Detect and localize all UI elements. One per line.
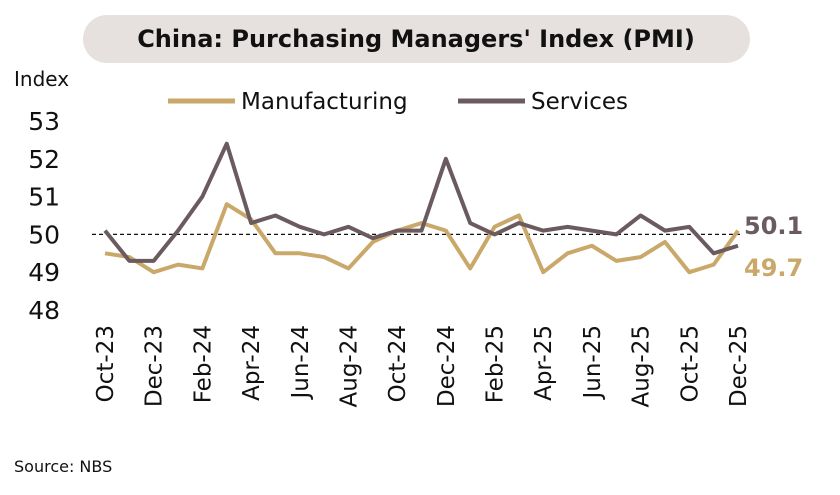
series-line bbox=[103, 141, 739, 263]
y-axis-label: Index bbox=[14, 67, 69, 91]
x-tick-label: Apr-24 bbox=[239, 325, 265, 401]
x-tick-label: Oct-25 bbox=[677, 325, 703, 402]
y-tick-label: 53 bbox=[28, 107, 60, 136]
chart-title: China: Purchasing Managers' Index (PMI) bbox=[137, 25, 695, 53]
x-tick-label: Aug-24 bbox=[336, 325, 362, 407]
y-tick-label: 51 bbox=[28, 183, 60, 212]
y-tick-label: 52 bbox=[28, 145, 60, 174]
series-line bbox=[104, 202, 740, 275]
x-tick-label: Aug-25 bbox=[629, 325, 655, 407]
x-tick-label: Apr-25 bbox=[531, 325, 557, 401]
x-tick-label: Oct-23 bbox=[93, 325, 119, 402]
y-tick-label: 48 bbox=[28, 296, 60, 325]
x-tick-label: Oct-24 bbox=[385, 325, 411, 402]
y-tick-label: 49 bbox=[28, 258, 60, 287]
legend-label: Manufacturing bbox=[241, 89, 408, 115]
end-label: 50.1 bbox=[744, 212, 803, 240]
x-tick-label: Jun-24 bbox=[288, 325, 314, 401]
y-tick-label: 50 bbox=[28, 220, 60, 249]
x-tick-label: Dec-23 bbox=[142, 325, 168, 407]
title-pill bbox=[83, 15, 750, 63]
x-tick-label: Feb-25 bbox=[483, 325, 509, 403]
x-tick-label: Jun-25 bbox=[580, 325, 606, 401]
x-tick-label: Feb-24 bbox=[190, 325, 216, 403]
x-tick-label: Dec-25 bbox=[726, 325, 752, 407]
end-label: 49.7 bbox=[744, 254, 803, 282]
x-tick-label: Dec-24 bbox=[434, 325, 460, 407]
legend-label: Services bbox=[531, 89, 628, 115]
source: Source: NBS bbox=[14, 457, 112, 476]
